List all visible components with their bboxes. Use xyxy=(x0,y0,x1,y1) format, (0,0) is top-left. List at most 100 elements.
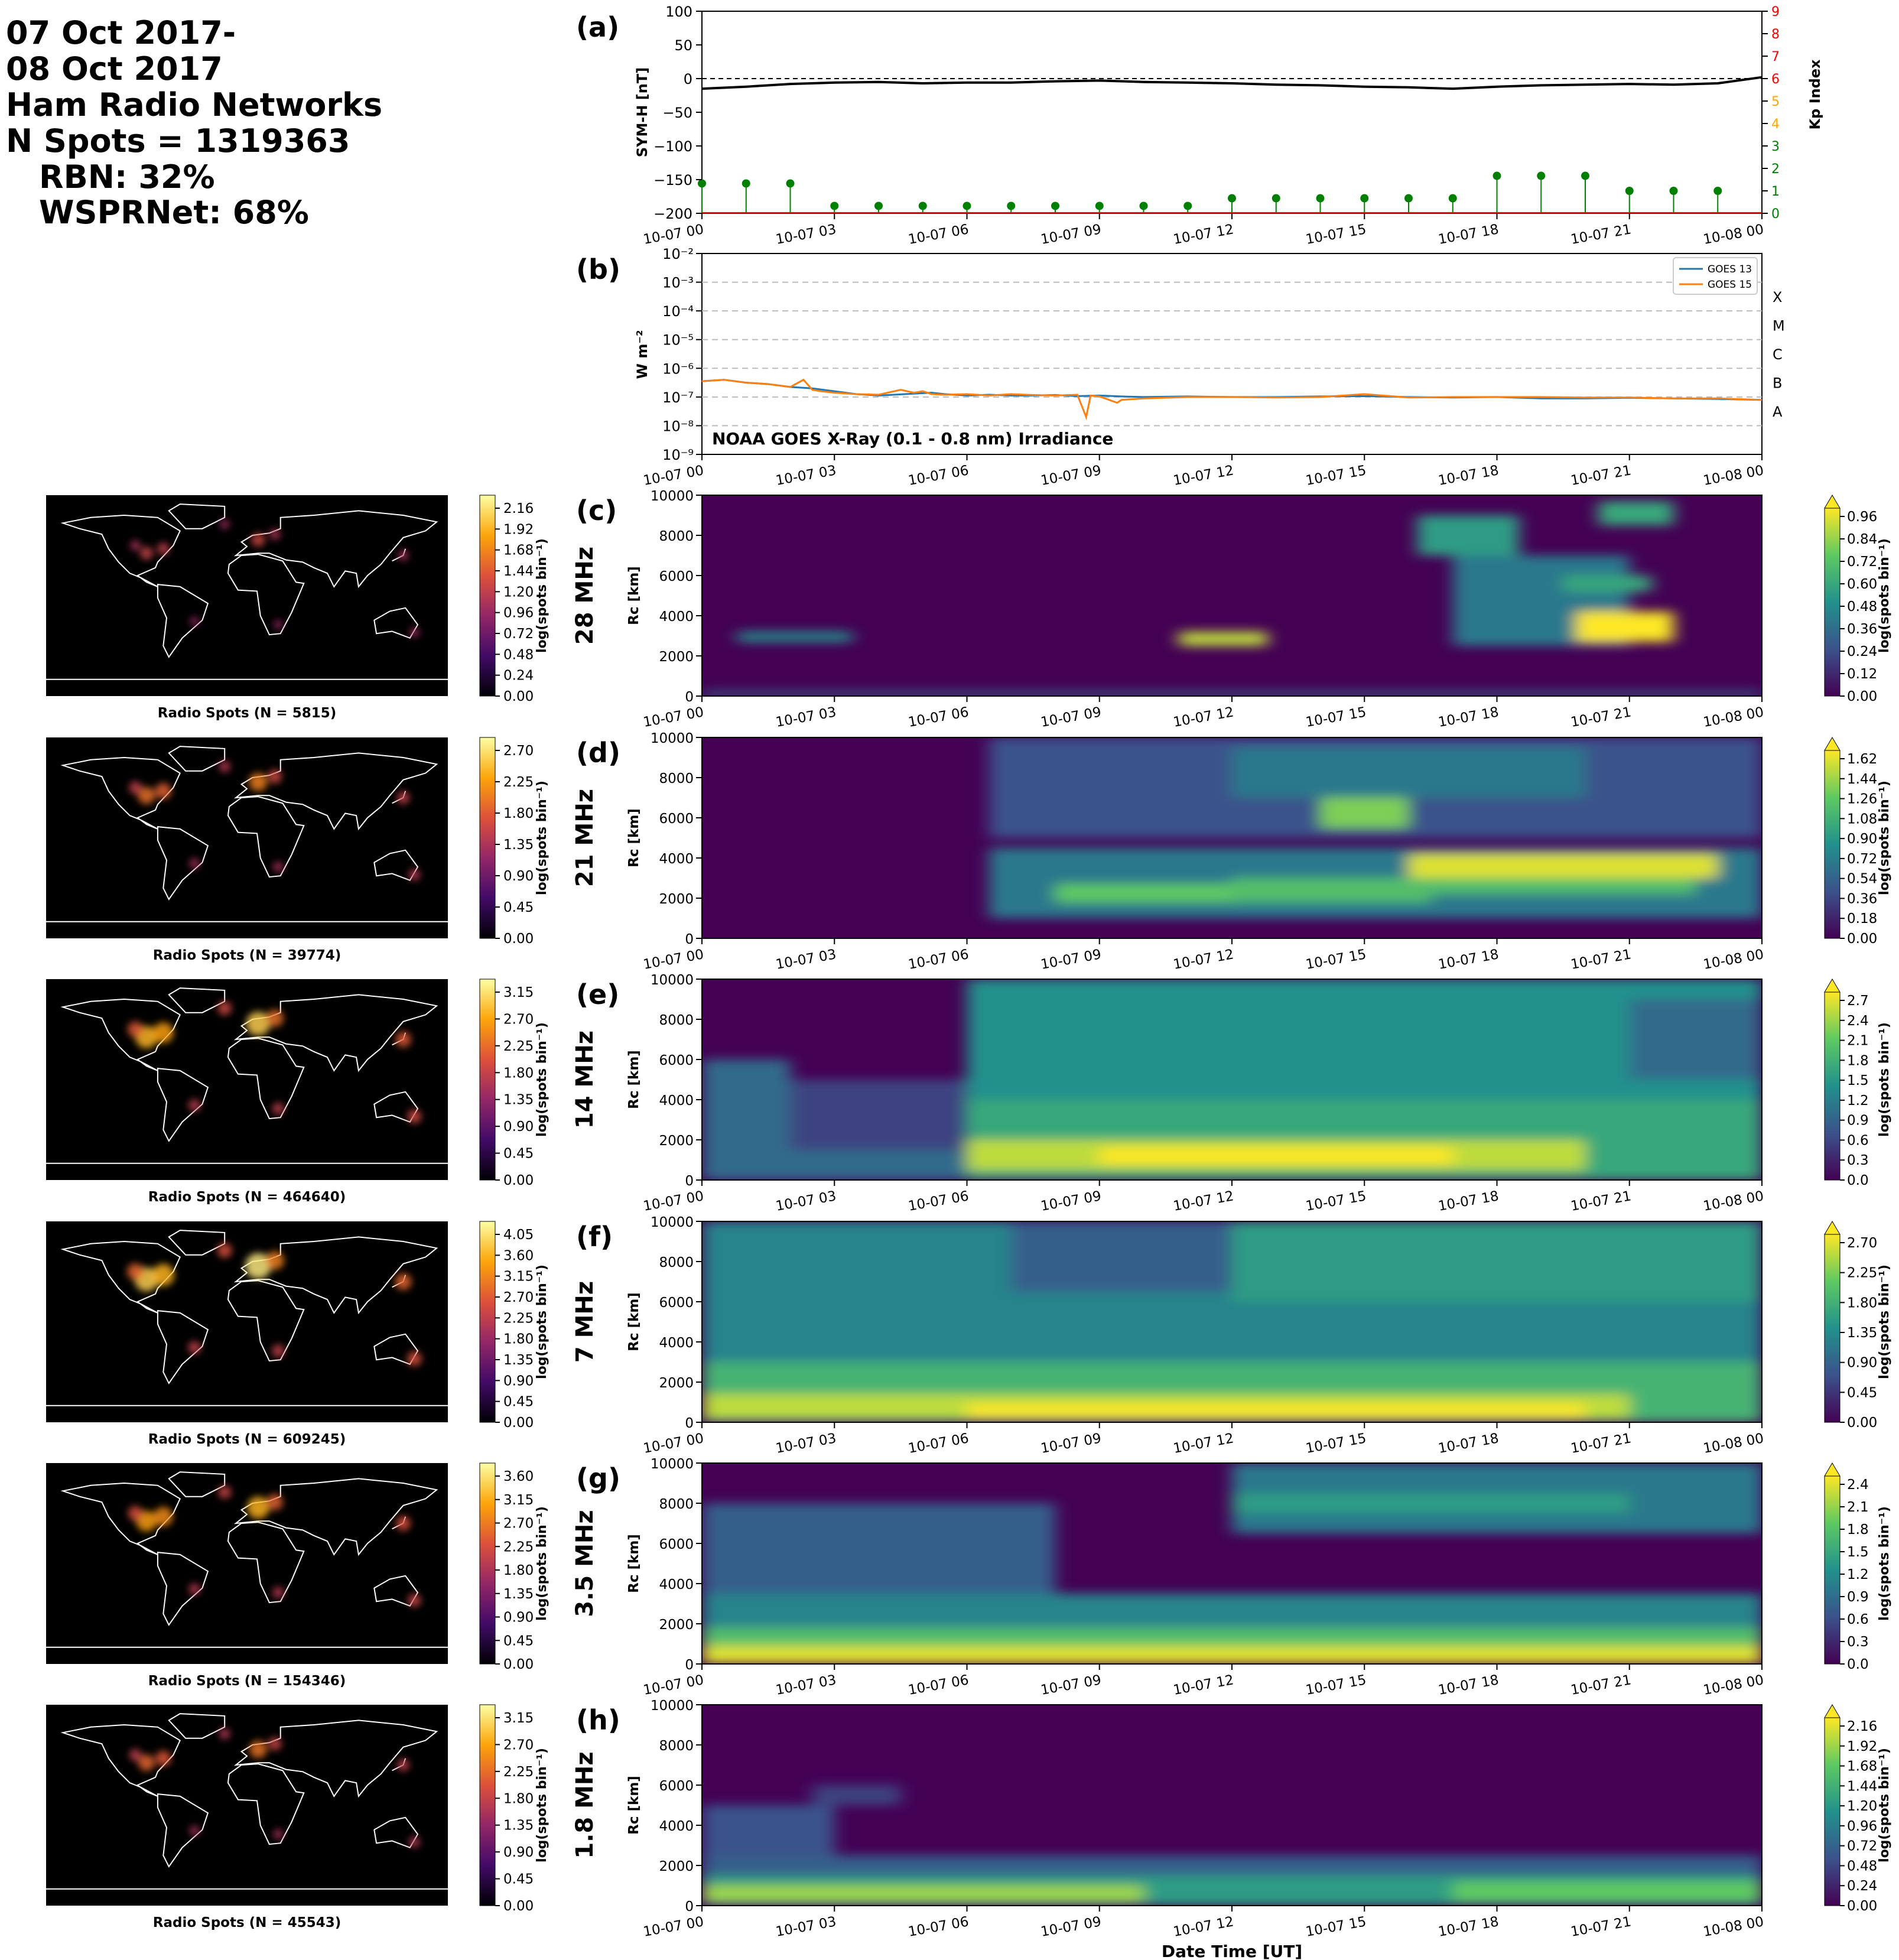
map-background xyxy=(46,1463,448,1664)
xtick-label: 10-07 03 xyxy=(775,1431,837,1457)
heatmap-region xyxy=(1598,501,1673,525)
spot-cluster xyxy=(397,791,410,804)
xtick-label: 10-07 21 xyxy=(1569,1672,1632,1698)
heatmap-cbar-label: 0.6 xyxy=(1847,1133,1869,1148)
band-label: 21 MHz xyxy=(571,789,599,887)
heatmap-colorbar xyxy=(1825,750,1840,938)
heatmap-ytick-label: 6000 xyxy=(659,569,694,584)
heatmap-ytick-label: 0 xyxy=(685,1174,694,1189)
heatmap-cbar-label: 1.35 xyxy=(1847,1325,1877,1341)
spot-cluster xyxy=(217,1243,232,1258)
goes-annotation: NOAA GOES X-Ray (0.1 - 0.8 nm) Irradianc… xyxy=(712,429,1113,448)
map-cbar-label: 3.15 xyxy=(503,1711,534,1726)
flare-class-label: M xyxy=(1773,317,1785,334)
flare-class-label: X xyxy=(1773,289,1782,305)
map-cbar-label: 1.80 xyxy=(503,1791,534,1806)
heatmap-region xyxy=(1232,1221,1762,1302)
world-map xyxy=(46,1705,448,1906)
heatmap-cbar-label: 2.16 xyxy=(1847,1719,1877,1734)
colorbar-extend-arrow xyxy=(1825,1705,1840,1718)
heatmap-ytick-label: 8000 xyxy=(659,1013,694,1028)
panel-a-xticks: 10-07 00 10-07 03 10-07 06 10-07 09 10-07 12… xyxy=(642,213,1765,248)
map-cbar-label: 1.80 xyxy=(503,806,534,821)
kp-point xyxy=(874,201,883,210)
spot-cluster xyxy=(189,859,200,869)
spot-cluster xyxy=(128,1022,143,1037)
kp-yticks: 0 1 2 3 4 5 6 7 8 9 xyxy=(1762,5,1780,222)
kp-point xyxy=(1537,172,1545,180)
heatmap-cbar-label: 2.1 xyxy=(1847,1033,1869,1049)
kp-ytick-label: 2 xyxy=(1771,162,1780,177)
map-cbar-label: 0.45 xyxy=(503,1872,534,1887)
xtick-label: 10-07 00 xyxy=(642,704,705,730)
spot-cluster xyxy=(395,1273,411,1290)
heatmap-cbar-label: 1.8 xyxy=(1847,1522,1869,1538)
spot-cluster xyxy=(408,1110,422,1124)
heatmap-cbar-label: 0.12 xyxy=(1847,667,1877,682)
map-colorbar xyxy=(480,1463,495,1664)
symh-ytick-label: 50 xyxy=(674,37,692,54)
heatmap-xticks: 10-07 00 10-07 03 10-07 06 10-07 09 10-07 12… xyxy=(642,1422,1765,1457)
heatmap-xticks: 10-07 00 10-07 03 10-07 06 10-07 09 10-07 12… xyxy=(642,1664,1765,1698)
band-row-21-MHz: Radio Spots (N = 39774)2.702.251.801.350… xyxy=(46,731,1892,973)
xtick-label: 10-07 12 xyxy=(1172,1431,1235,1457)
kp-ytick-label: 6 xyxy=(1771,72,1780,87)
heatmap-cbar-label: 0.72 xyxy=(1847,554,1877,570)
xtick-label: 10-08 00 xyxy=(1702,1431,1765,1457)
world-map xyxy=(46,1463,448,1664)
heatmap-cbar-label: 0.24 xyxy=(1847,1878,1877,1894)
band-row-1-8-MHz: Radio Spots (N = 45543)3.152.702.251.801… xyxy=(46,1698,1892,1940)
heatmap-ytick-label: 6000 xyxy=(659,1779,694,1794)
heatmap-xticks: 10-07 00 10-07 03 10-07 06 10-07 09 10-07 12… xyxy=(642,1906,1765,1940)
spot-cluster xyxy=(272,1587,284,1598)
kp-point xyxy=(1493,172,1501,180)
map-cbar-label: 2.70 xyxy=(503,1290,534,1305)
map-cbar-label: 1.80 xyxy=(503,1332,534,1347)
xtick-label: 10-07 21 xyxy=(1569,463,1632,489)
panel-label: (h) xyxy=(576,1704,620,1736)
heatmap-colorbar xyxy=(1825,992,1840,1180)
heatmap-region xyxy=(1430,878,1696,894)
heatmap-region xyxy=(1321,798,1409,828)
heatmap-region xyxy=(967,1404,1586,1418)
goes-yticks: 10⁻²10⁻³10⁻⁴10⁻⁵10⁻⁶10⁻⁷10⁻⁸10⁻⁹ xyxy=(662,246,702,463)
heatmap-ytick-label: 4000 xyxy=(659,1093,694,1109)
heatmap xyxy=(702,737,1762,938)
kp-point xyxy=(1404,194,1413,203)
map-cbar-label: 0.45 xyxy=(503,1633,534,1649)
map-background xyxy=(46,495,448,696)
spot-cluster xyxy=(129,781,142,794)
spot-cluster xyxy=(246,1012,270,1036)
spot-cluster xyxy=(408,869,420,880)
spot-cluster xyxy=(247,1497,269,1519)
map-cbar-label: 2.25 xyxy=(503,1539,534,1555)
flare-class-labels: XMCBA xyxy=(1773,289,1785,420)
xtick-label: 10-07 06 xyxy=(907,704,970,730)
heatmap-cbar-label: 0.36 xyxy=(1847,891,1877,906)
kp-point xyxy=(963,201,971,210)
heatmap-ytick-label: 2000 xyxy=(659,1859,694,1874)
heatmap-ytick-label: 0 xyxy=(685,1899,694,1915)
heatmap-region xyxy=(1417,515,1519,555)
heatmap-ytick-label: 6000 xyxy=(659,811,694,827)
map-cbar-label: 2.70 xyxy=(503,1737,534,1753)
band-label: 3.5 MHz xyxy=(571,1510,599,1617)
map-cbar-label: 2.25 xyxy=(503,1039,534,1054)
heatmap-cbar-title: log(spots bin⁻¹) xyxy=(1877,1265,1892,1379)
xtick-label: 10-07 18 xyxy=(1437,1431,1500,1457)
map-background xyxy=(46,979,448,1180)
kp-point xyxy=(1183,201,1192,210)
heatmap-colorbar xyxy=(1825,1718,1840,1906)
heatmap-ylabel: R₝c [km] xyxy=(626,566,642,625)
colorbar-extend-arrow xyxy=(1825,737,1840,750)
heatmap-region xyxy=(1055,884,1232,902)
heatmap-region xyxy=(1179,632,1267,646)
kp-ytick-label: 5 xyxy=(1771,95,1780,109)
spot-cluster xyxy=(266,1009,284,1026)
heatmap-cbar-title: log(spots bin⁻¹) xyxy=(1877,538,1892,653)
panel-a-label: (a) xyxy=(576,11,619,43)
map-cbar-label: 0.00 xyxy=(503,1657,534,1672)
band-label: 7 MHz xyxy=(571,1281,599,1363)
map-cbar-label: 0.45 xyxy=(503,1146,534,1162)
spot-cluster xyxy=(154,1507,173,1526)
